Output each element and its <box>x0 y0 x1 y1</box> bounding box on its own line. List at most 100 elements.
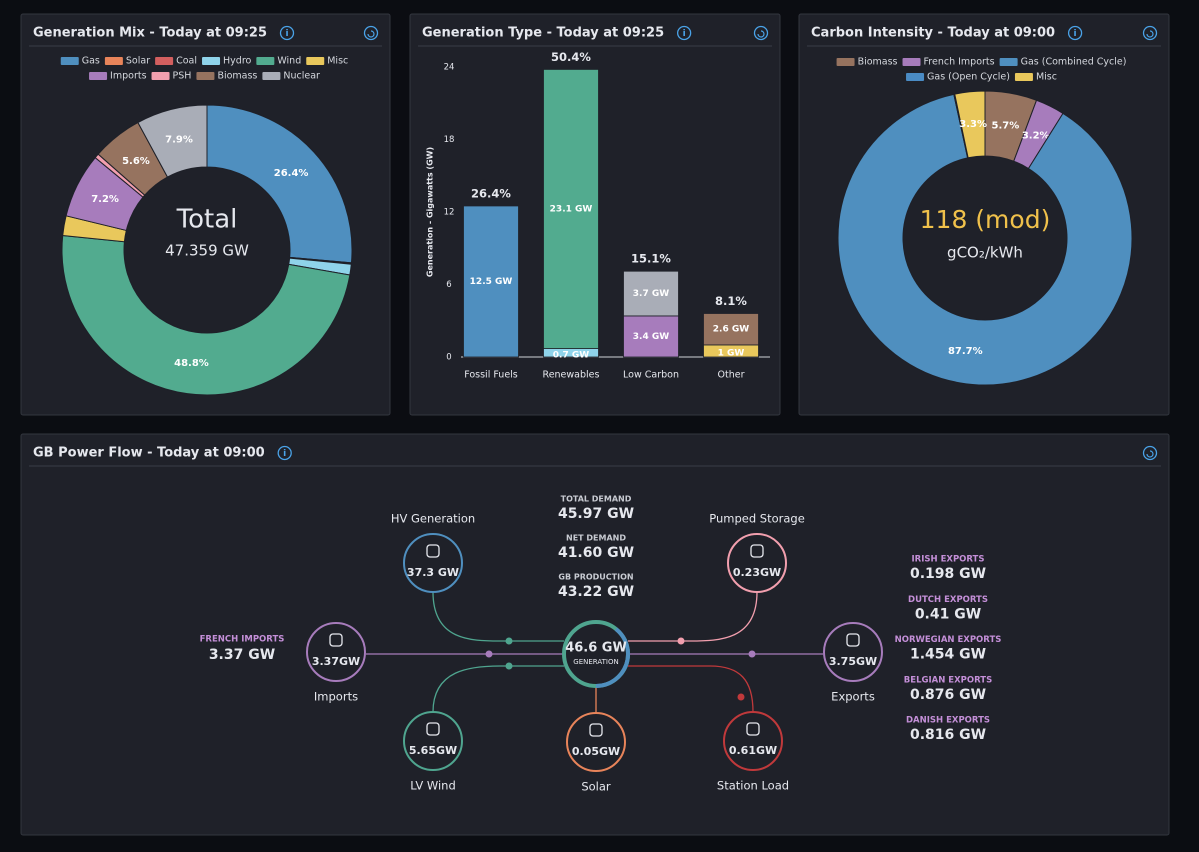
flow-node <box>566 712 626 772</box>
export-label: DANISH EXPORTS <box>906 716 990 726</box>
node-value: 37.3 GW <box>407 566 459 579</box>
node-icon <box>426 722 440 736</box>
segment-label: 3.4 GW <box>633 332 669 342</box>
legend-label: Hydro <box>223 56 251 67</box>
export-label: NORWEGIAN EXPORTS <box>895 635 1002 645</box>
flow-dot <box>485 650 493 658</box>
donut-slice <box>954 90 986 159</box>
export-label: BELGIAN EXPORTS <box>904 675 992 685</box>
refresh-icon[interactable] <box>753 25 769 41</box>
legend-swatch <box>262 72 281 80</box>
legend-label: Wind <box>277 56 301 67</box>
center-value: 118 (mod) <box>920 205 1051 234</box>
slice-label: 5.6% <box>122 156 150 167</box>
y-axis-label: Generation - Gigawatts (GW) <box>426 147 435 277</box>
export-value: 0.41 GW <box>915 606 981 622</box>
center-unit: gCO₂/kWh <box>947 244 1023 262</box>
flow-node <box>403 711 463 771</box>
node-value: 3.37GW <box>312 655 360 668</box>
center-title: Total <box>176 205 238 235</box>
legend-swatch <box>306 57 325 65</box>
flow-node <box>723 711 783 771</box>
panel-title: Generation Type - Today at 09:25 <box>422 26 664 41</box>
legend-label: Nuclear <box>283 71 320 82</box>
center-value: 47.359 GW <box>165 242 249 260</box>
y-tick-label: 24 <box>444 63 455 73</box>
legend-swatch <box>202 57 221 65</box>
donut-slice <box>206 104 353 264</box>
donut-slice <box>837 93 1133 386</box>
center-value: 46.6 GW <box>565 641 627 656</box>
panel-title: GB Power Flow - Today at 09:00 <box>33 446 265 461</box>
refresh-arrow <box>367 30 375 38</box>
bar-segment <box>543 69 599 349</box>
refresh-icon[interactable] <box>363 25 379 41</box>
legend-label: Misc <box>327 56 348 67</box>
center-arc <box>595 627 631 688</box>
legend-swatch <box>196 72 215 80</box>
legend-label: Biomass <box>217 71 257 82</box>
info-icon[interactable] <box>1067 25 1083 41</box>
segment-label: 2.6 GW <box>713 325 749 335</box>
flow-node <box>727 533 787 593</box>
node-value: 0.23GW <box>733 566 781 579</box>
info-icon[interactable] <box>277 445 292 461</box>
stat-label: NET DEMAND <box>566 534 626 543</box>
info-icon[interactable] <box>279 25 295 41</box>
flow-dot <box>677 637 685 645</box>
info-i: i <box>283 449 286 459</box>
segment-label: 23.1 GW <box>550 204 593 214</box>
bar-segment <box>623 315 679 358</box>
slice-label: 48.8% <box>174 358 209 369</box>
slice-label: 7.9% <box>165 134 193 145</box>
flow-node <box>306 622 366 682</box>
slice-label: 3.2% <box>1022 130 1050 141</box>
node-icon <box>746 722 760 736</box>
panel-title: Generation Mix - Today at 09:25 <box>33 26 267 41</box>
flow-node <box>403 533 463 593</box>
flow-line <box>628 665 754 713</box>
refresh-arrow <box>1146 30 1154 38</box>
refresh-arrow <box>757 30 765 38</box>
import-label: FRENCH IMPORTS <box>200 635 285 645</box>
slice-label: 87.7% <box>948 346 983 357</box>
donut-slice <box>61 235 351 396</box>
legend-label: Gas (Open Cycle) <box>927 72 1010 83</box>
legend-label: French Imports <box>924 57 995 68</box>
legend-label: Gas <box>82 56 100 67</box>
bar-segment <box>623 270 679 317</box>
segment-label: 12.5 GW <box>470 277 513 287</box>
x-tick-label: Fossil Fuels <box>464 370 518 381</box>
panel-title: Carbon Intensity - Today at 09:00 <box>811 26 1055 41</box>
legend-swatch <box>836 58 855 66</box>
slice-label: 26.4% <box>274 168 309 179</box>
donut-slice <box>137 104 208 178</box>
info-i: i <box>683 29 686 39</box>
slice-label: 7.2% <box>91 194 119 205</box>
flow-dot <box>748 650 756 658</box>
refresh-arrow <box>1146 450 1154 458</box>
flow-line <box>432 665 564 713</box>
node-name: LV Wind <box>410 779 456 793</box>
flow-dot <box>737 693 745 701</box>
bar-segment <box>703 313 759 346</box>
x-tick-label: Renewables <box>543 370 600 381</box>
x-tick-label: Other <box>718 370 745 381</box>
flow-node <box>823 622 883 682</box>
stat-value: 43.22 GW <box>558 584 634 600</box>
node-icon <box>426 544 440 558</box>
refresh-icon[interactable] <box>1142 25 1158 41</box>
segment-label: 0.7 GW <box>553 350 589 360</box>
export-value: 0.876 GW <box>910 687 986 703</box>
legend-label: Biomass <box>858 57 898 68</box>
legend-label: PSH <box>173 71 192 82</box>
y-tick-label: 12 <box>444 208 455 218</box>
export-label: DUTCH EXPORTS <box>908 595 988 605</box>
bar-segment <box>463 205 519 358</box>
info-icon[interactable] <box>676 25 692 41</box>
node-name: Pumped Storage <box>709 512 805 526</box>
refresh-icon[interactable] <box>1142 445 1158 461</box>
legend-label: Solar <box>126 56 150 67</box>
export-label: IRISH EXPORTS <box>912 555 985 565</box>
legend-swatch <box>999 58 1018 66</box>
